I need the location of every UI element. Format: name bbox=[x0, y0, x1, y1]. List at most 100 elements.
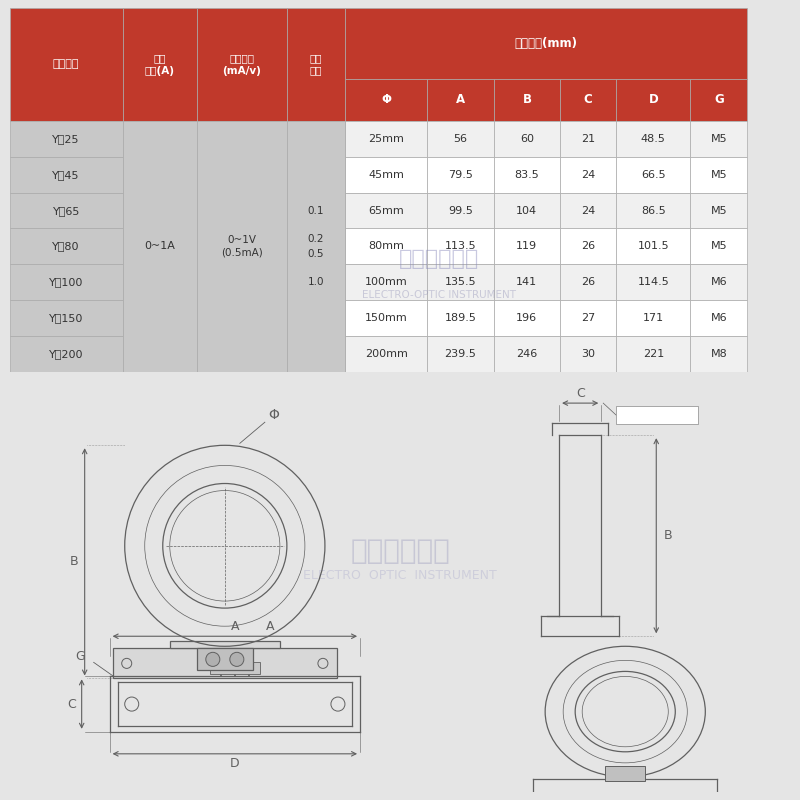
Text: 60: 60 bbox=[520, 134, 534, 144]
Bar bbox=[346, 121, 427, 157]
Text: 65mm: 65mm bbox=[369, 206, 404, 215]
Text: 189.5: 189.5 bbox=[445, 313, 477, 323]
Text: 精度
等级: 精度 等级 bbox=[310, 54, 322, 76]
Text: A: A bbox=[456, 94, 465, 106]
Bar bbox=[560, 193, 616, 229]
Bar bbox=[10, 229, 123, 264]
Bar bbox=[494, 193, 560, 229]
Text: Y－65: Y－65 bbox=[53, 206, 80, 215]
Text: 246: 246 bbox=[516, 349, 538, 359]
Text: 外形尺寸(mm): 外形尺寸(mm) bbox=[515, 37, 578, 50]
Text: 0~1V
(0.5mA): 0~1V (0.5mA) bbox=[221, 235, 262, 258]
Text: Y－100: Y－100 bbox=[49, 278, 83, 287]
Circle shape bbox=[206, 652, 220, 666]
Text: 电光仪器仪表: 电光仪器仪表 bbox=[399, 249, 479, 269]
Bar bbox=[123, 121, 197, 372]
Text: 114.5: 114.5 bbox=[638, 278, 670, 287]
Text: 45mm: 45mm bbox=[368, 170, 404, 180]
Text: C: C bbox=[67, 698, 76, 710]
Text: 196: 196 bbox=[516, 313, 538, 323]
Bar bbox=[427, 264, 494, 300]
Bar bbox=[560, 264, 616, 300]
Text: Y－200: Y－200 bbox=[49, 349, 83, 359]
Text: 104: 104 bbox=[516, 206, 538, 215]
Bar bbox=[346, 157, 427, 193]
Text: 电光仪器仪表: 电光仪器仪表 bbox=[350, 537, 450, 565]
Bar bbox=[10, 121, 123, 157]
Bar bbox=[690, 336, 747, 372]
Bar bbox=[616, 121, 690, 157]
Text: Φ: Φ bbox=[382, 94, 391, 106]
Text: 0.5: 0.5 bbox=[308, 250, 324, 259]
Bar bbox=[494, 264, 560, 300]
Text: A: A bbox=[230, 620, 239, 633]
Bar bbox=[690, 229, 747, 264]
Bar bbox=[690, 264, 747, 300]
Bar bbox=[123, 8, 197, 121]
Text: 额定
输入(A): 额定 输入(A) bbox=[145, 54, 175, 76]
Bar bbox=[616, 229, 690, 264]
Text: M6: M6 bbox=[710, 313, 727, 323]
Text: M5: M5 bbox=[710, 170, 727, 180]
Text: A: A bbox=[266, 620, 274, 633]
Bar bbox=[494, 336, 560, 372]
Bar bbox=[560, 300, 616, 336]
Text: ELECTRO  OPTIC  INSTRUMENT: ELECTRO OPTIC INSTRUMENT bbox=[303, 570, 497, 582]
Bar bbox=[690, 157, 747, 193]
Bar bbox=[616, 264, 690, 300]
Bar bbox=[616, 336, 690, 372]
Bar bbox=[346, 264, 427, 300]
Text: M5: M5 bbox=[710, 134, 727, 144]
Bar bbox=[494, 300, 560, 336]
Circle shape bbox=[230, 652, 244, 666]
Text: 21: 21 bbox=[581, 134, 595, 144]
Bar bbox=[690, 193, 747, 229]
Bar bbox=[560, 79, 616, 121]
Text: 101.5: 101.5 bbox=[638, 242, 669, 251]
Bar bbox=[616, 406, 698, 424]
Text: 86.5: 86.5 bbox=[641, 206, 666, 215]
Text: Φ: Φ bbox=[269, 408, 279, 422]
Text: ELECTRO-OPTIC INSTRUMENT: ELECTRO-OPTIC INSTRUMENT bbox=[362, 290, 516, 300]
Text: 48.5: 48.5 bbox=[641, 134, 666, 144]
Text: G: G bbox=[714, 94, 724, 106]
Bar bbox=[427, 193, 494, 229]
Text: 1.0: 1.0 bbox=[308, 278, 324, 287]
Text: Y－45: Y－45 bbox=[53, 170, 80, 180]
Bar bbox=[494, 121, 560, 157]
Bar bbox=[113, 648, 337, 678]
Bar bbox=[616, 79, 690, 121]
Text: C: C bbox=[576, 386, 585, 399]
Bar bbox=[427, 229, 494, 264]
Text: 27: 27 bbox=[581, 313, 595, 323]
Text: 221: 221 bbox=[642, 349, 664, 359]
Text: B: B bbox=[70, 555, 78, 568]
Text: 135.5: 135.5 bbox=[445, 278, 476, 287]
Text: M8: M8 bbox=[710, 349, 727, 359]
Text: 0~1A: 0~1A bbox=[145, 242, 175, 251]
Text: 141: 141 bbox=[516, 278, 538, 287]
Text: 25mm: 25mm bbox=[368, 134, 404, 144]
Bar bbox=[690, 121, 747, 157]
Bar bbox=[10, 300, 123, 336]
Bar bbox=[494, 229, 560, 264]
Bar bbox=[606, 766, 646, 781]
Text: 80mm: 80mm bbox=[368, 242, 404, 251]
Text: C: C bbox=[584, 94, 593, 106]
Bar bbox=[10, 193, 123, 229]
Bar bbox=[346, 79, 427, 121]
Bar bbox=[690, 79, 747, 121]
Text: Y－25: Y－25 bbox=[53, 134, 80, 144]
Text: 截图(Alt＋A): 截图(Alt＋A) bbox=[637, 410, 678, 420]
Text: D: D bbox=[649, 94, 658, 106]
Text: B: B bbox=[664, 530, 673, 542]
Text: B: B bbox=[522, 94, 531, 106]
Bar bbox=[346, 193, 427, 229]
Text: 0.1: 0.1 bbox=[308, 206, 324, 215]
Bar bbox=[690, 300, 747, 336]
Bar bbox=[346, 8, 747, 79]
Text: 型号规格: 型号规格 bbox=[53, 59, 79, 70]
Text: M5: M5 bbox=[710, 242, 727, 251]
Text: 239.5: 239.5 bbox=[445, 349, 477, 359]
Bar bbox=[560, 157, 616, 193]
